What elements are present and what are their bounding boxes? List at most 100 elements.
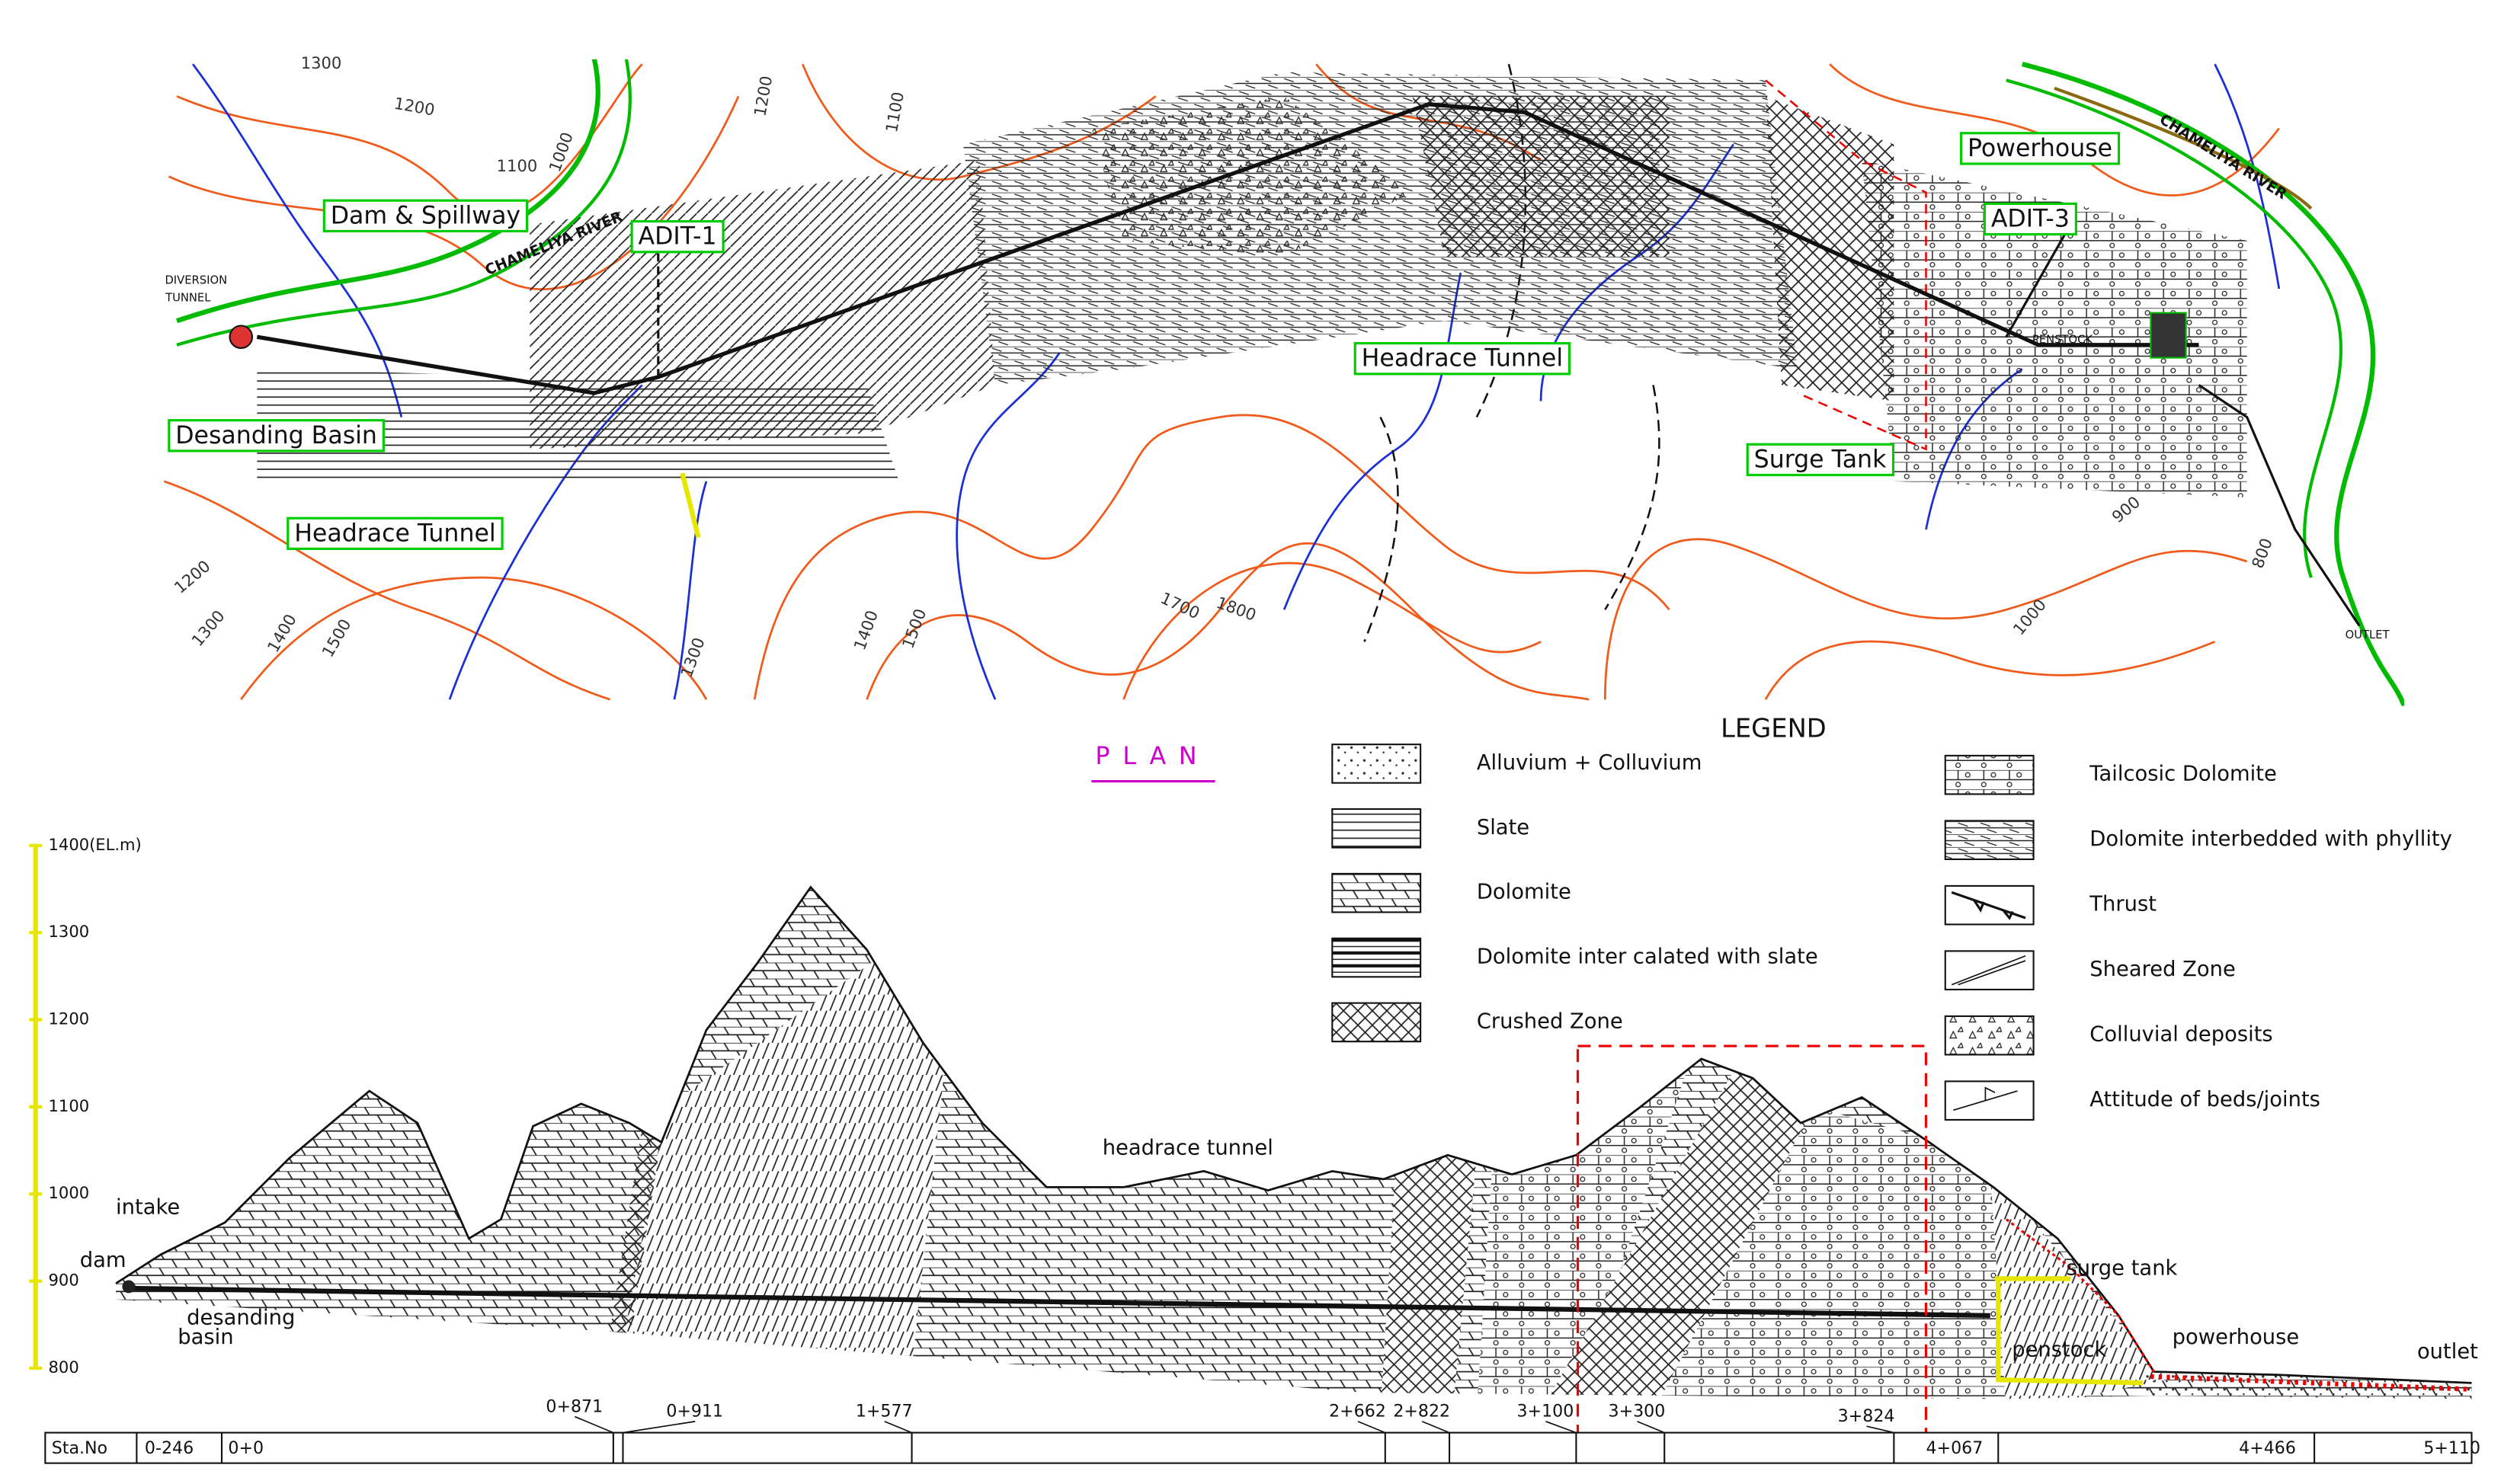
small-label: TUNNEL bbox=[165, 292, 211, 305]
profile-label: headrace tunnel bbox=[1103, 1136, 1273, 1159]
adit-3 bbox=[2005, 224, 2072, 338]
station-label: 3+824 bbox=[1838, 1406, 1895, 1426]
unit-crushed bbox=[1380, 1155, 1477, 1399]
profile-geology bbox=[115, 887, 2472, 1399]
legend-label: Crushed Zone bbox=[1477, 1009, 1623, 1033]
legend-label: Dolomite bbox=[1477, 881, 1571, 904]
station-leader bbox=[623, 1421, 696, 1434]
plan-label: ADIT-1 bbox=[639, 223, 717, 251]
profile-label: powerhouse bbox=[2173, 1326, 2300, 1349]
zone-crushed bbox=[1412, 96, 1670, 257]
plan-caption: PLAN bbox=[1095, 743, 1209, 770]
station-header: Sta.No bbox=[52, 1438, 107, 1458]
elevation-label: 1100 bbox=[49, 1096, 90, 1115]
station-label: 3+100 bbox=[1516, 1402, 1574, 1422]
plan-label: Headrace Tunnel bbox=[1362, 345, 1563, 373]
legend-label: Alluvium + Colluvium bbox=[1477, 751, 1702, 775]
label-box bbox=[1746, 443, 1895, 477]
highlight-zone bbox=[1576, 1044, 1928, 1438]
legend: Alluvium + Colluvium Slate Dolomite Dolomit… bbox=[1331, 744, 2452, 1121]
legend-swatch bbox=[1331, 872, 1422, 913]
legend-label: Attitude of beds/joints bbox=[2089, 1088, 2320, 1111]
profile-label: desanding bbox=[187, 1306, 295, 1330]
label-box bbox=[1983, 202, 2077, 236]
station-label: 3+300 bbox=[1609, 1402, 1666, 1422]
headrace-tunnel bbox=[256, 102, 2199, 395]
powerhouse-symbol bbox=[2150, 312, 2187, 359]
elevation-labels: 1400(EL.m) 1300 1200 1100 1000 900 800 bbox=[29, 835, 142, 1377]
legend-label: Tailcosic Dolomite bbox=[2089, 763, 2277, 786]
profile-label: intake bbox=[116, 1195, 180, 1219]
station-label: 2+662 bbox=[1329, 1402, 1386, 1422]
plan-label: Dam & Spillway bbox=[331, 202, 520, 229]
plan-label: Surge Tank bbox=[1754, 446, 1887, 473]
unit-tailcosic bbox=[1653, 1107, 2006, 1399]
plan-label: Desanding Basin bbox=[175, 422, 377, 449]
label-box bbox=[322, 199, 529, 232]
station-label: 4+067 bbox=[1926, 1438, 1983, 1458]
station-leader bbox=[1637, 1421, 1665, 1434]
legend-label: Dolomite inter calated with slate bbox=[1477, 945, 1818, 969]
station-leader bbox=[1421, 1421, 1450, 1434]
legend-swatch bbox=[1331, 808, 1422, 849]
unit-dolomite bbox=[115, 887, 2472, 1399]
legend-swatch bbox=[1944, 820, 2035, 860]
legend-swatch bbox=[1944, 754, 2035, 795]
station-label: 0+871 bbox=[546, 1396, 603, 1416]
surface-deposit bbox=[2005, 1218, 2155, 1373]
elevation-label: 1200 bbox=[49, 1009, 90, 1028]
legend-swatch bbox=[1331, 744, 1422, 784]
legend-symbol bbox=[1951, 891, 2026, 920]
legend-swatch bbox=[1331, 937, 1422, 978]
legend-label: Sheared Zone bbox=[2089, 958, 2236, 981]
station-leader bbox=[574, 1415, 614, 1434]
dam-symbol bbox=[122, 1280, 136, 1294]
tailrace bbox=[2198, 384, 2361, 627]
station-label: 2+822 bbox=[1393, 1402, 1450, 1422]
river bbox=[2022, 62, 2405, 706]
legend-symbol bbox=[1951, 955, 2026, 986]
elevation-label: 1300 bbox=[49, 922, 90, 941]
dam-symbol bbox=[229, 325, 254, 350]
unit-tailcosic bbox=[1476, 1026, 1702, 1399]
legend-label: Dolomite interbedded with phyllity bbox=[2089, 827, 2452, 851]
legend-title: LEGEND bbox=[1721, 714, 1827, 744]
elevation-label: 1000 bbox=[49, 1183, 90, 1202]
plan-label: Powerhouse bbox=[1968, 135, 2112, 162]
station-leader bbox=[1357, 1421, 1386, 1434]
legend-swatch bbox=[1331, 1002, 1422, 1043]
legend-label: Slate bbox=[1477, 816, 1529, 840]
contour-label: 1100 bbox=[497, 156, 538, 175]
unit-crushed bbox=[1541, 1042, 1814, 1399]
surge-penstock bbox=[1995, 1276, 2143, 1386]
station-leader bbox=[1866, 1425, 1894, 1434]
profile-label: penstock bbox=[2012, 1338, 2106, 1362]
unit-steep bbox=[1990, 1171, 2167, 1399]
road bbox=[2054, 86, 2313, 210]
elevation-label: 1400(EL.m) bbox=[49, 835, 142, 854]
legend-symbol bbox=[1953, 1086, 2018, 1111]
label-box bbox=[168, 419, 385, 453]
legend-swatch bbox=[1944, 1015, 2035, 1056]
plan-label: Headrace Tunnel bbox=[294, 520, 495, 547]
station-leader bbox=[884, 1421, 912, 1434]
profile-tunnel bbox=[128, 1285, 1990, 1319]
unit-alluvium bbox=[2142, 1364, 2472, 1399]
plan-label: ADIT-3 bbox=[1991, 206, 2070, 233]
profile-label: surge tank bbox=[2066, 1256, 2177, 1280]
river bbox=[2006, 78, 2342, 578]
plan-drawing bbox=[164, 59, 2405, 706]
elevation-label: 800 bbox=[49, 1358, 79, 1377]
station-label: 0+0 bbox=[228, 1438, 264, 1458]
profile-label: dam bbox=[80, 1249, 126, 1272]
zone-tailcosic bbox=[1862, 160, 2247, 497]
station-table bbox=[44, 1431, 2473, 1464]
river bbox=[176, 59, 632, 347]
label-box bbox=[1959, 132, 2121, 165]
profile-label: basin bbox=[178, 1326, 233, 1349]
legend-label: Colluvial deposits bbox=[2089, 1023, 2272, 1047]
stations: 0-246 0+0 0+871 0+911 1+577 2+662 2+822 3+100 3+… bbox=[136, 1396, 2480, 1463]
